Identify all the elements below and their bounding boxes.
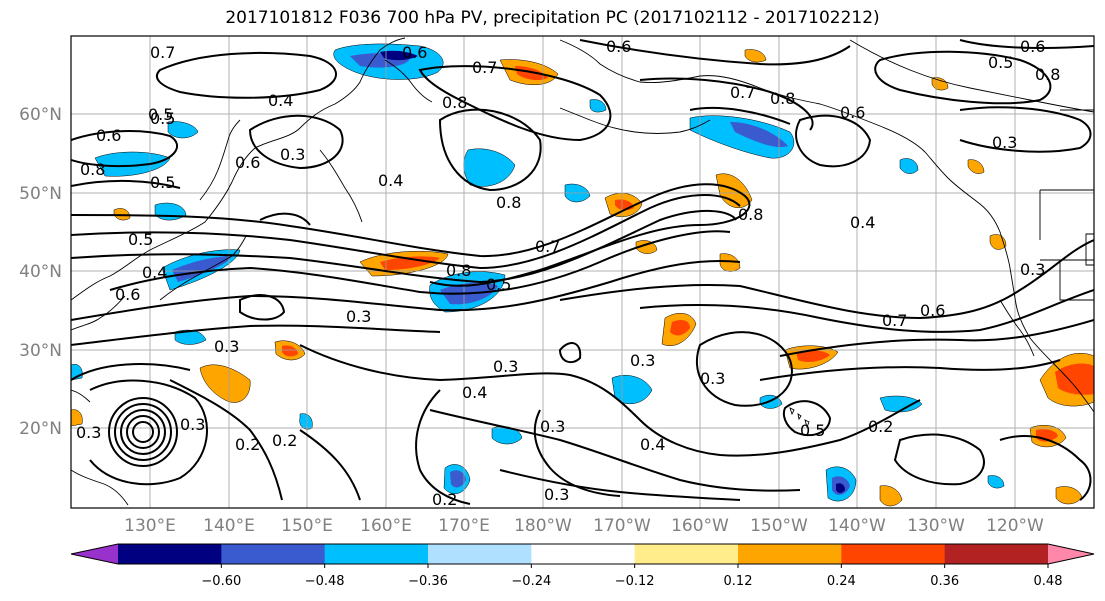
contour-label: 0.4: [268, 91, 293, 110]
contour-label: 0.6: [606, 37, 631, 56]
contour-label: 0.4: [640, 435, 665, 454]
colorbar-tick-label: −0.12: [615, 574, 655, 589]
contour-label: 0.4: [378, 171, 403, 190]
contour-label: 0.3: [544, 485, 569, 504]
contour-label: 0.5: [988, 53, 1013, 72]
contour-label: 0.7: [150, 43, 175, 62]
colorbar-tick-label: −0.48: [305, 574, 345, 589]
colorbar-segment: [428, 544, 532, 564]
contour-label: 0.8: [496, 193, 521, 212]
lat-label: 20°N: [19, 419, 62, 439]
contour-label: 0.3: [540, 417, 565, 436]
colorbar-extend-min: [71, 544, 118, 564]
contour-label: 0.3: [1020, 260, 1045, 279]
contour-label: 0.2: [235, 435, 260, 454]
colorbar-tick-label: 0.12: [724, 574, 753, 589]
colorbar: −0.60 −0.48 −0.36 −0.24 −0.12 0.12 0.24 0.36 0.4…: [70, 543, 1095, 589]
contour-label: 0.6: [235, 153, 260, 172]
lat-label: 40°N: [19, 262, 62, 282]
contour-label: 0.8: [1035, 65, 1060, 84]
lat-label: 50°N: [19, 184, 62, 204]
lon-label: 130°E: [124, 516, 176, 536]
colorbar-segment: [738, 544, 842, 564]
contour-label: 0.5: [150, 109, 175, 128]
coastlines: [71, 37, 1094, 506]
colorbar-tick-label: −0.60: [201, 574, 241, 589]
contour-label: 0.2: [868, 417, 893, 436]
contour-label: 0.4: [142, 263, 167, 282]
contour-label: 0.3: [214, 337, 239, 356]
contour-label: 0.8: [770, 89, 795, 108]
colorbar-segment: [221, 544, 326, 564]
colorbar-segment: [634, 544, 739, 564]
lon-label: 150°W: [750, 516, 808, 536]
contour-label: 0.8: [446, 261, 471, 280]
contour-label: 0.3: [280, 145, 305, 164]
colorbar-segment: [944, 544, 1049, 564]
colorbar-extend-max: [1048, 544, 1094, 564]
contour-label: 0.5: [800, 421, 825, 440]
contour-label: 0.4: [462, 383, 487, 402]
contour-label: 0.3: [493, 357, 518, 376]
colorbar-tick-label: 0.36: [930, 574, 959, 589]
contour-label: 0.7: [882, 311, 907, 330]
contour-label: 0.5: [148, 105, 173, 124]
contour-label: 0.6: [402, 43, 427, 62]
contour-label: 0.3: [992, 133, 1017, 152]
contour-label: 0.2: [432, 490, 457, 509]
lon-label: 150°E: [281, 516, 333, 536]
lon-label: 160°E: [360, 516, 412, 536]
colorbar-segment: [531, 544, 636, 564]
contour-label: 0.3: [630, 351, 655, 370]
contour-labels: 0.7 0.6 0.6 0.7 0.6 0.5 0.8 0.4 0.8 0.7 …: [76, 37, 1060, 509]
contour-label: 0.3: [346, 307, 371, 326]
contour-label: 0.3: [180, 415, 205, 434]
chart-title: 2017101812 F036 700 hPa PV, precipitatio…: [225, 8, 880, 28]
lon-label: 180°W: [514, 516, 572, 536]
lon-label: 130°W: [907, 516, 965, 536]
pv-contours: [71, 39, 1094, 505]
colorbar-outline: [70, 543, 1095, 565]
lon-label: 140°E: [203, 516, 255, 536]
latitude-labels: 60°N 50°N 40°N 30°N 20°N: [19, 105, 62, 439]
colorbar-segment: [324, 544, 429, 564]
contour-label: 0.6: [115, 285, 140, 304]
contour-label: 0.7: [535, 237, 560, 256]
lon-label: 140°W: [828, 516, 886, 536]
contour-label: 0.5: [486, 275, 511, 294]
colorbar-segment: [841, 544, 946, 564]
contour-label: 0.6: [1020, 37, 1045, 56]
lon-label: 170°E: [438, 516, 490, 536]
contour-label: 0.8: [442, 93, 467, 112]
colorbar-tick-label: −0.24: [511, 574, 551, 589]
lon-label: 160°W: [671, 516, 729, 536]
contour-label: 0.5: [150, 173, 175, 192]
colorbar-tick-label: 0.48: [1034, 574, 1063, 589]
contour-label: 0.7: [730, 83, 755, 102]
contour-label: 0.4: [850, 213, 875, 232]
colorbar-segment: [118, 544, 222, 564]
colorbar-tick-label: 0.24: [827, 574, 856, 589]
contour-label: 0.7: [472, 58, 497, 77]
lat-label: 60°N: [19, 105, 62, 125]
contour-label: 0.5: [128, 230, 153, 249]
lon-label: 170°W: [593, 516, 651, 536]
contour-label: 0.3: [700, 369, 725, 388]
contour-label: 0.3: [76, 423, 101, 442]
contour-label: 0.2: [272, 431, 297, 450]
contour-label: 0.6: [920, 301, 945, 320]
contour-label: 0.6: [840, 103, 865, 122]
contour-label: 0.6: [96, 126, 121, 145]
gridlines: [71, 36, 1094, 508]
contour-label: 0.8: [80, 160, 105, 179]
map-frame: [70, 35, 1095, 509]
lon-label: 120°W: [986, 516, 1044, 536]
longitude-labels: 130°E 140°E 150°E 160°E 170°E 180°W 170°…: [124, 516, 1044, 536]
contour-label: 0.8: [738, 205, 763, 224]
lat-label: 30°N: [19, 341, 62, 361]
colorbar-tick-label: −0.36: [408, 574, 448, 589]
